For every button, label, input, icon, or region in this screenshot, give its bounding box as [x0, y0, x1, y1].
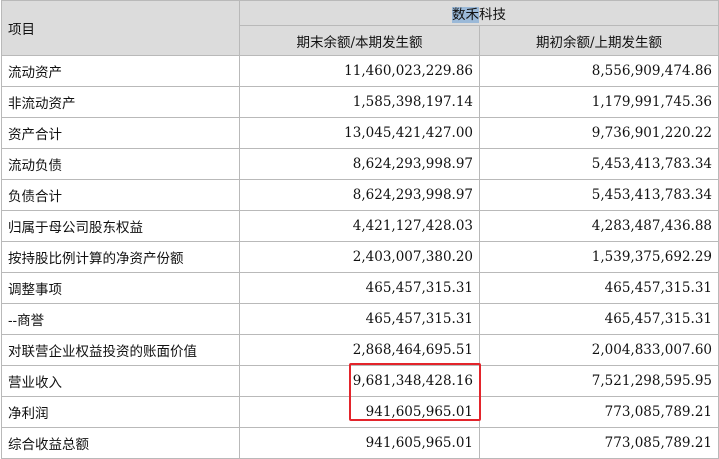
- item-header-label: 项目: [8, 22, 35, 38]
- current-value: 8,624,293,998.97: [239, 179, 480, 211]
- table-row: --商誉 465,457,315.31 465,457,315.31: [1, 303, 719, 335]
- row-label: 流动资产: [1, 55, 240, 87]
- prior-period-header: 期初余额/上期发生额: [479, 25, 719, 56]
- row-label: 净利润: [1, 396, 240, 428]
- table-row: 资产合计 13,045,421,427.00 9,736,901,220.22: [1, 117, 719, 149]
- company-header: 数禾科技: [239, 0, 719, 26]
- table-row: 流动资产 11,460,023,229.86 8,556,909,474.86: [1, 55, 719, 87]
- current-value: 8,624,293,998.97: [239, 148, 480, 180]
- current-value: 13,045,421,427.00: [239, 117, 480, 149]
- prior-value: 1,539,375,692.29: [479, 241, 719, 273]
- company-name-highlighted: 数禾: [452, 7, 479, 23]
- current-value: 4,421,127,428.03: [239, 210, 480, 242]
- current-value: 465,457,315.31: [239, 303, 480, 335]
- prior-value: 8,556,909,474.86: [479, 55, 719, 87]
- table-row: 净利润 941,605,965.01 773,085,789.21: [1, 396, 719, 428]
- current-value: 11,460,023,229.86: [239, 55, 480, 87]
- row-label: 资产合计: [1, 117, 240, 149]
- row-label: --商誉: [1, 303, 240, 335]
- prior-value: 773,085,789.21: [479, 396, 719, 428]
- table-row: 负债合计 8,624,293,998.97 5,453,413,783.34: [1, 179, 719, 211]
- prior-value: 4,283,487,436.88: [479, 210, 719, 242]
- prior-value: 773,085,789.21: [479, 427, 719, 459]
- company-name-rest: 科技: [479, 7, 506, 23]
- current-value: 2,868,464,695.51: [239, 334, 480, 366]
- prior-value: 5,453,413,783.34: [479, 179, 719, 211]
- row-label: 综合收益总额: [1, 427, 240, 459]
- row-label: 调整事项: [1, 272, 240, 304]
- table-row: 按持股比例计算的净资产份额 2,403,007,380.20 1,539,375…: [1, 241, 719, 273]
- prior-value: 9,736,901,220.22: [479, 117, 719, 149]
- table-row: 对联营企业权益投资的账面价值 2,868,464,695.51 2,004,83…: [1, 334, 719, 366]
- current-value: 941,605,965.01: [239, 427, 480, 459]
- prior-value: 5,453,413,783.34: [479, 148, 719, 180]
- prior-value: 1,179,991,745.36: [479, 86, 719, 118]
- header-row-company: 项目 数禾科技: [1, 0, 719, 56]
- current-value: 2,403,007,380.20: [239, 241, 480, 273]
- row-label: 对联营企业权益投资的账面价值: [1, 334, 240, 366]
- row-label: 归属于母公司股东权益: [1, 210, 240, 242]
- prior-value: 7,521,298,595.95: [479, 365, 719, 397]
- row-label: 流动负债: [1, 148, 240, 180]
- current-period-header: 期末余额/本期发生额: [239, 25, 480, 56]
- item-column-header: 项目: [1, 0, 240, 56]
- table-row: 非流动资产 1,585,398,197.14 1,179,991,745.36: [1, 86, 719, 118]
- row-label: 按持股比例计算的净资产份额: [1, 241, 240, 273]
- row-label: 非流动资产: [1, 86, 240, 118]
- header-row-periods: 期末余额/本期发生额 期初余额/上期发生额: [2, 25, 719, 56]
- table-row: 综合收益总额 941,605,965.01 773,085,789.21: [1, 427, 719, 459]
- current-value: 1,585,398,197.14: [239, 86, 480, 118]
- table-row: 流动负债 8,624,293,998.97 5,453,413,783.34: [1, 148, 719, 180]
- prior-value: 465,457,315.31: [479, 303, 719, 335]
- prior-value: 465,457,315.31: [479, 272, 719, 304]
- current-value: 941,605,965.01: [239, 396, 480, 428]
- current-value: 465,457,315.31: [239, 272, 480, 304]
- current-value: 9,681,348,428.16: [239, 365, 480, 397]
- table-row: 营业收入 9,681,348,428.16 7,521,298,595.95: [1, 365, 719, 397]
- row-label: 负债合计: [1, 179, 240, 211]
- table-row: 调整事项 465,457,315.31 465,457,315.31: [1, 272, 719, 304]
- row-label: 营业收入: [1, 365, 240, 397]
- prior-value: 2,004,833,007.60: [479, 334, 719, 366]
- table-row: 归属于母公司股东权益 4,421,127,428.03 4,283,487,43…: [1, 210, 719, 242]
